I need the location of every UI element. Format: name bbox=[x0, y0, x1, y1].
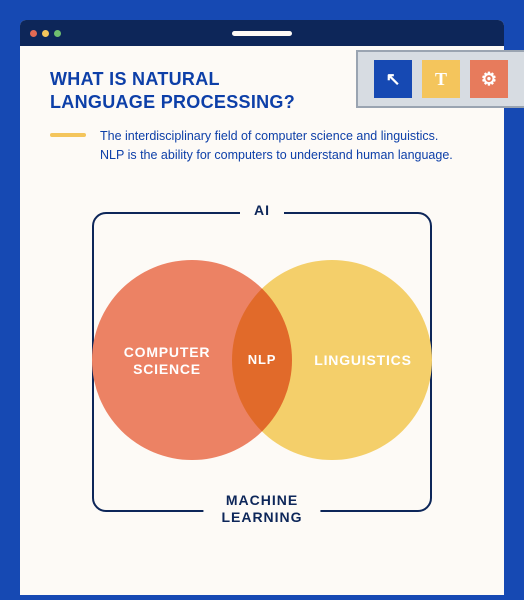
min-dot-icon[interactable] bbox=[42, 30, 49, 37]
toolbox-panel: ↖ T ⚙ bbox=[356, 50, 524, 108]
venn-label-center: NLP bbox=[244, 352, 280, 368]
venn-label-right: LINGUISTICS bbox=[298, 352, 428, 370]
venn-label-left: COMPUTERSCIENCE bbox=[112, 344, 222, 379]
titlebar bbox=[20, 20, 504, 46]
cursor-tool-button[interactable]: ↖ bbox=[374, 60, 412, 98]
settings-tool-button[interactable]: ⚙ bbox=[470, 60, 508, 98]
text-icon: T bbox=[435, 69, 447, 90]
subtitle-row: The interdisciplinary field of computer … bbox=[20, 121, 504, 166]
max-dot-icon[interactable] bbox=[54, 30, 61, 37]
gear-icon: ⚙ bbox=[481, 69, 497, 90]
frame-label-bottom: MACHINELEARNING bbox=[203, 490, 320, 528]
traffic-lights bbox=[30, 30, 61, 37]
subtitle-line: NLP is the ability for computers to unde… bbox=[100, 146, 453, 165]
venn-diagram: AI COMPUTERSCIENCE NLP LINGUISTICS MACHI… bbox=[52, 190, 472, 550]
frame-label-top: AI bbox=[240, 202, 284, 218]
accent-dash-icon bbox=[50, 133, 86, 137]
text-tool-button[interactable]: T bbox=[422, 60, 460, 98]
subtitle-text: The interdisciplinary field of computer … bbox=[100, 127, 453, 166]
close-dot-icon[interactable] bbox=[30, 30, 37, 37]
cursor-icon: ↖ bbox=[385, 69, 400, 90]
subtitle-line: The interdisciplinary field of computer … bbox=[100, 127, 453, 146]
titlebar-handle-icon bbox=[232, 31, 292, 36]
